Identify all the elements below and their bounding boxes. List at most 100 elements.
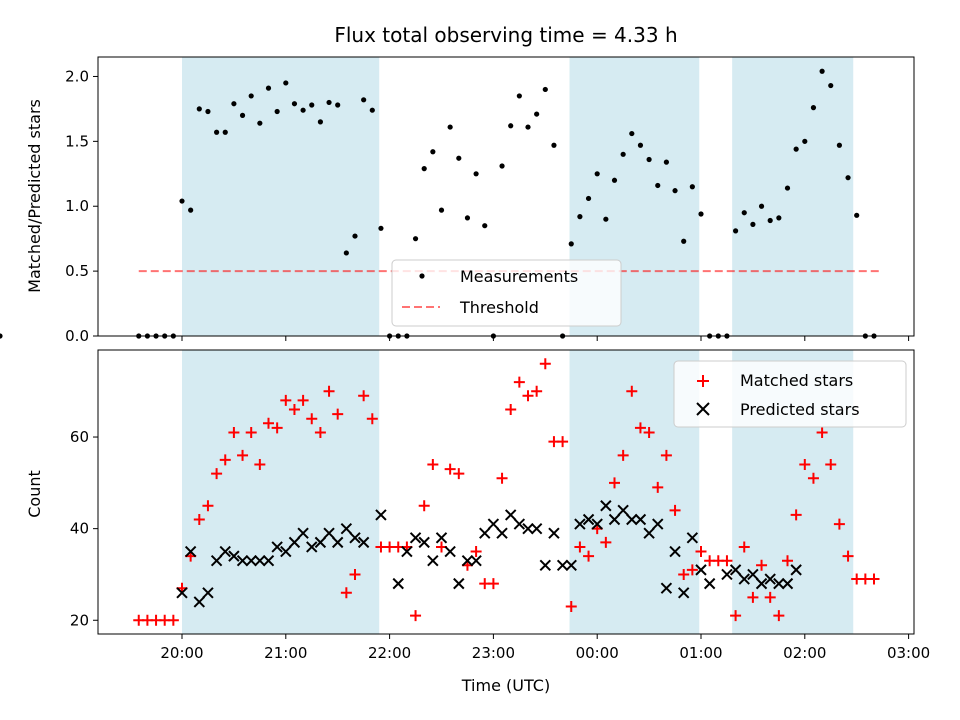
measurement-point <box>239 112 246 118</box>
predicted-star-marker <box>435 532 448 544</box>
measurement-point <box>170 333 176 339</box>
measurement-point <box>343 250 349 256</box>
predicted-star-marker <box>556 559 569 571</box>
predicted-star-marker <box>608 513 621 526</box>
matched-star-marker <box>634 422 646 434</box>
matched-star-marker <box>349 568 361 580</box>
predicted-star-marker <box>522 522 534 535</box>
measurement-point <box>594 171 600 177</box>
matched-star-marker <box>764 591 776 603</box>
matched-star-marker <box>366 413 378 425</box>
measurement-point <box>655 182 661 189</box>
matched-star-marker <box>340 587 352 599</box>
measurement-point <box>525 124 531 130</box>
matched-star-marker <box>773 610 785 622</box>
measurement-point <box>637 142 644 148</box>
matched-star-marker <box>332 408 344 420</box>
top-observing-window-1 <box>182 57 380 336</box>
predicted-star-marker <box>340 522 353 535</box>
bottom-xtick-label: 00:00 <box>576 644 619 662</box>
matched-legend-marker <box>697 375 709 387</box>
predicted-star-marker <box>349 532 361 544</box>
predicted-star-marker <box>686 532 699 544</box>
measurement-point <box>456 155 462 161</box>
predicted-star-marker <box>392 577 404 590</box>
predicted-star-marker <box>721 568 733 581</box>
matched-star-marker <box>314 426 326 438</box>
measurement-point <box>326 99 332 106</box>
predicted-legend-label: Predicted stars <box>740 400 860 419</box>
measurement-point <box>672 188 678 194</box>
predicted-star-marker <box>574 518 586 530</box>
top-ytick-label: 1.5 <box>65 132 89 150</box>
measurements-legend-marker <box>419 273 425 279</box>
measurement-point <box>464 215 471 221</box>
chart-title: Flux total observing time = 4.33 h <box>334 23 677 47</box>
predicted-star-marker <box>729 564 742 576</box>
measurement-point <box>438 207 445 213</box>
predicted-star-marker <box>565 559 577 571</box>
measurement-point <box>689 184 695 190</box>
measurement-point <box>758 203 765 209</box>
measurement-point <box>681 238 687 244</box>
top-ytick-label: 0.5 <box>65 262 89 280</box>
measurement-point <box>222 129 228 135</box>
matched-star-marker <box>245 426 257 438</box>
predicted-star-marker <box>626 513 638 526</box>
predicted-star-marker <box>747 568 759 581</box>
measurement-point <box>490 333 496 339</box>
xlabel: Time (UTC) <box>461 676 550 695</box>
matched-star-marker <box>557 436 569 448</box>
matched-star-marker <box>833 518 845 530</box>
predicted-star-marker <box>306 541 318 553</box>
matched-star-marker <box>193 513 205 525</box>
predicted-star-marker <box>323 527 335 539</box>
matched-star-marker <box>522 390 534 402</box>
matched-star-marker <box>487 578 499 590</box>
measurement-point <box>274 108 280 115</box>
predicted-star-marker <box>652 518 664 530</box>
measurement-point <box>300 107 306 113</box>
bottom-xtick-label: 02:00 <box>783 644 826 662</box>
measurement-point <box>560 333 566 339</box>
measurement-point <box>196 106 202 112</box>
matched-star-marker <box>816 426 828 438</box>
matched-star-marker <box>756 559 768 571</box>
measurement-point <box>568 241 574 247</box>
matched-star-marker <box>513 376 525 388</box>
measurement-point <box>603 216 609 222</box>
predicted-star-marker <box>470 555 482 567</box>
measurement-point <box>542 86 548 93</box>
matched-star-marker <box>617 449 629 461</box>
measurement-point <box>309 102 315 108</box>
measurement-point <box>231 101 237 107</box>
measurement-point <box>802 138 808 144</box>
predicted-star-marker <box>461 555 474 567</box>
predicted-star-marker <box>504 509 517 521</box>
measurement-point <box>153 333 159 339</box>
predicted-star-marker <box>288 536 301 549</box>
predicted-star-marker <box>418 536 430 549</box>
measurement-point <box>534 111 540 117</box>
top-ytick-label: 1.0 <box>65 197 89 215</box>
measurement-point <box>750 221 756 227</box>
matched-star-marker <box>539 358 551 370</box>
measurement-point <box>482 223 488 229</box>
bottom-ylabel: Count <box>25 470 44 518</box>
matched-star-marker <box>219 454 231 466</box>
measurement-point <box>862 333 868 339</box>
measurement-point <box>473 171 479 177</box>
matched-star-marker <box>202 500 214 512</box>
matched-star-marker <box>565 601 577 613</box>
matched-star-marker <box>531 385 543 397</box>
measurement-point <box>335 102 341 108</box>
bottom-xtick-label: 03:00 <box>887 644 930 662</box>
measurement-point <box>793 146 799 152</box>
predicted-star-marker <box>210 555 223 567</box>
predicted-star-marker <box>375 509 387 521</box>
predicted-star-marker <box>617 504 629 517</box>
matched-star-marker <box>738 541 750 553</box>
predicted-star-marker <box>444 545 456 558</box>
measurement-point <box>585 195 592 202</box>
